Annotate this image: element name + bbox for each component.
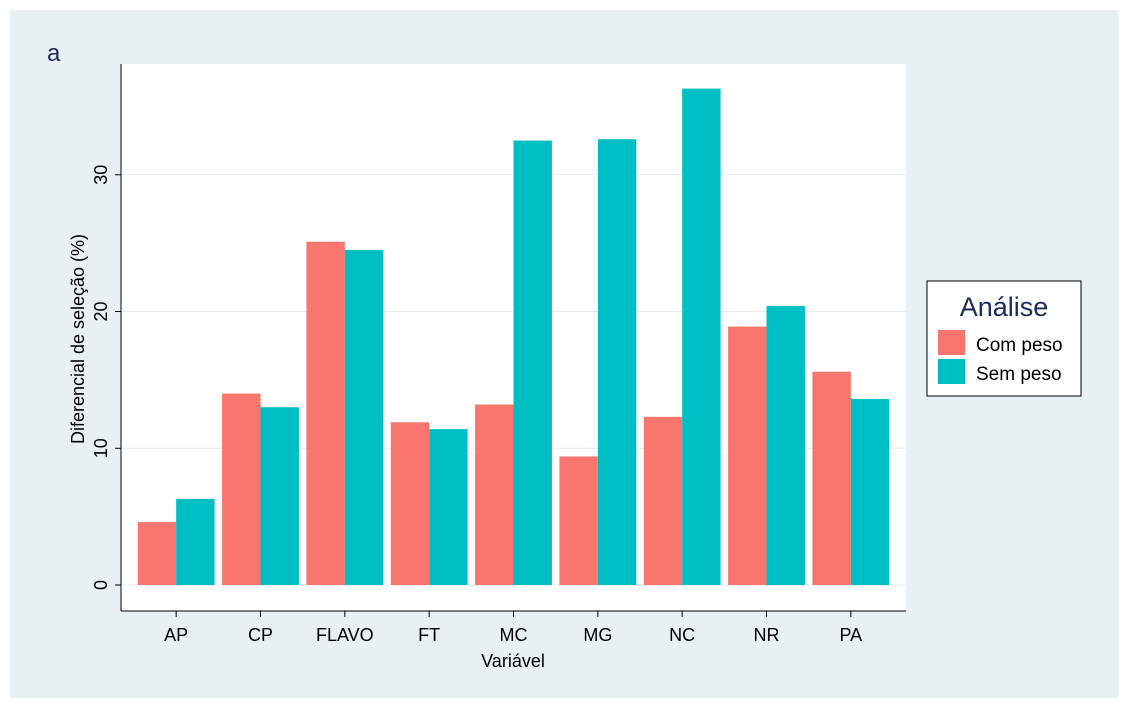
bar-mc-com-peso bbox=[475, 404, 514, 586]
bar-ft-sem-peso bbox=[429, 429, 468, 586]
bar-nr-sem-peso bbox=[766, 306, 805, 586]
legend-label-com-peso: Com peso bbox=[976, 335, 1063, 356]
bar-ap-sem-peso bbox=[176, 498, 215, 586]
y-axis-title: Diferencial de seleção (%) bbox=[68, 234, 88, 444]
bars bbox=[137, 88, 890, 586]
x-axis-title: Variável bbox=[481, 651, 545, 671]
x-tick-label-ft: FT bbox=[418, 625, 440, 645]
bar-nc-com-peso bbox=[643, 416, 683, 586]
x-tick-label-nr: NR bbox=[754, 625, 780, 645]
legend: Análise Com peso Sem peso bbox=[926, 280, 1082, 397]
bar-nr-com-peso bbox=[728, 326, 767, 586]
bar-ft-com-peso bbox=[390, 422, 430, 586]
legend-key-com-peso bbox=[938, 330, 965, 355]
panel-tag: a bbox=[47, 40, 61, 67]
bar-mg-sem-peso bbox=[597, 139, 637, 586]
x-tick-label-nc: NC bbox=[669, 625, 695, 645]
x-tick-label-mc: MC bbox=[500, 625, 528, 645]
y-ticks: 0 10 20 30 bbox=[91, 165, 121, 590]
x-tick-label-mg: MG bbox=[583, 625, 612, 645]
bar-pa-sem-peso bbox=[850, 399, 890, 586]
bar-pa-com-peso bbox=[812, 371, 851, 586]
bar-mg-com-peso bbox=[559, 456, 598, 586]
bar-nc-sem-peso bbox=[682, 88, 721, 586]
y-tick-label-10: 10 bbox=[91, 438, 111, 458]
bar-cp-sem-peso bbox=[260, 407, 299, 586]
y-tick-label-0: 0 bbox=[91, 580, 111, 590]
y-tick-label-20: 20 bbox=[91, 302, 111, 322]
y-tick-label-30: 30 bbox=[91, 165, 111, 185]
x-tick-label-cp: CP bbox=[248, 625, 273, 645]
bar-ap-com-peso bbox=[137, 522, 177, 586]
legend-label-sem-peso: Sem peso bbox=[976, 364, 1062, 385]
bar-flavo-sem-peso bbox=[344, 249, 384, 586]
bar-mc-sem-peso bbox=[513, 140, 552, 586]
legend-title: Análise bbox=[960, 292, 1049, 322]
bar-flavo-com-peso bbox=[306, 241, 345, 586]
x-tick-label-flavo: FLAVO bbox=[316, 625, 374, 645]
x-tick-label-pa: PA bbox=[839, 625, 862, 645]
x-ticks: AP CP FLAVO FT MC MG NC NR PA bbox=[164, 611, 862, 645]
x-tick-label-ap: AP bbox=[164, 625, 188, 645]
bar-cp-com-peso bbox=[222, 393, 261, 586]
legend-key-sem-peso bbox=[938, 359, 965, 384]
